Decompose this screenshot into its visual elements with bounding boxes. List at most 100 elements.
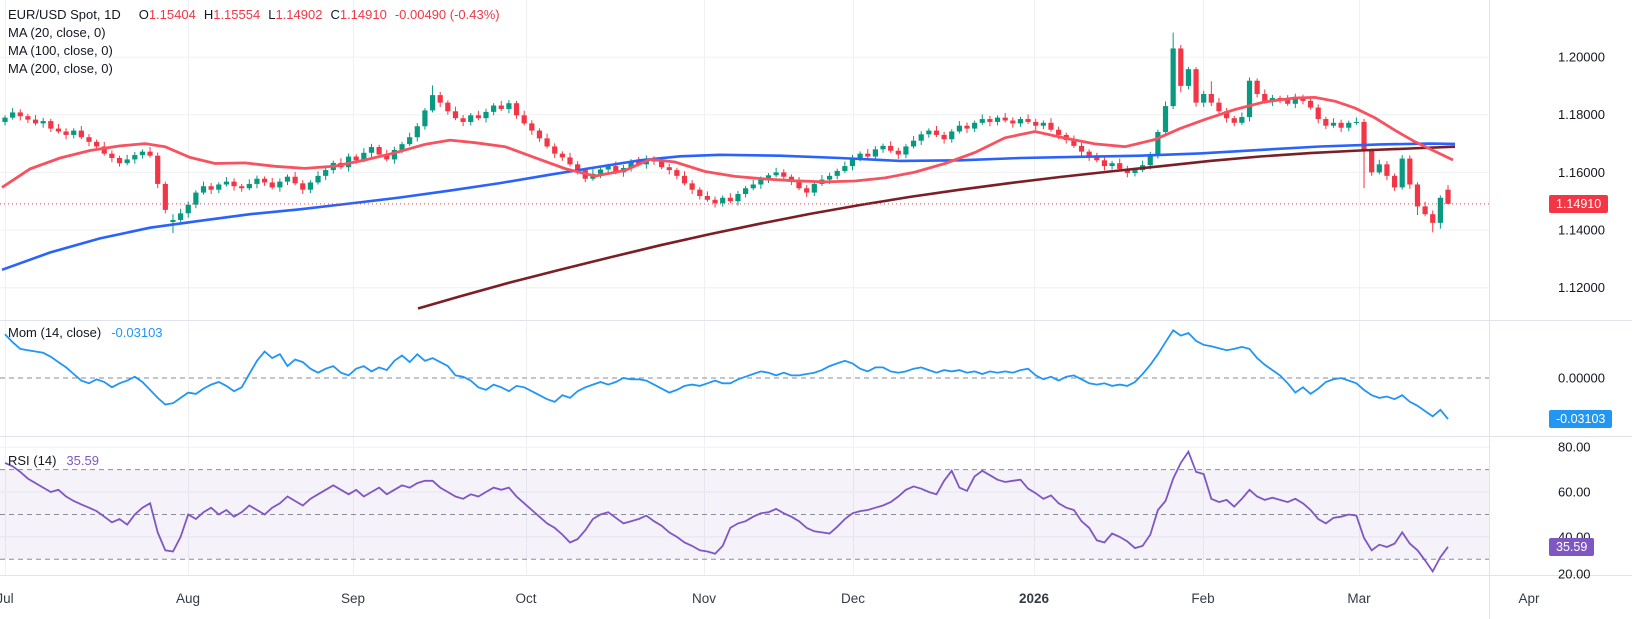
candle-body: [781, 172, 787, 177]
time-axis-label: Mar: [1347, 591, 1371, 606]
candle-body: [94, 141, 100, 147]
rsi-line: [4, 449, 1449, 574]
candle-body: [735, 194, 741, 202]
candle-body: [804, 188, 810, 193]
candle-body: [1407, 158, 1413, 185]
time-scale-area[interactable]: [0, 575, 1632, 619]
change-value: -0.00490 (-0.43%): [394, 7, 500, 22]
momentum-title[interactable]: Mom (14, close): [8, 325, 102, 340]
candle-body: [185, 204, 191, 214]
candle-body: [307, 182, 313, 190]
candle-body: [254, 178, 260, 184]
candle-body: [1445, 189, 1451, 204]
candle-body: [1170, 48, 1176, 107]
candle-body: [575, 164, 581, 171]
candle-body: [1391, 175, 1398, 188]
ma100-legend[interactable]: MA (100, close, 0): [8, 43, 113, 58]
candle-body: [277, 181, 283, 188]
candle-body: [529, 123, 535, 131]
candle-body: [1399, 158, 1405, 188]
price-scale-area[interactable]: [1489, 0, 1632, 575]
time-axis-labels: Jul Aug Sep Oct Nov Dec 2026 Feb Mar Apr: [0, 591, 1540, 606]
candle-body: [888, 145, 894, 151]
candle-body: [345, 156, 352, 168]
candle-body: [903, 146, 909, 155]
candle-body: [1048, 122, 1054, 130]
candle-body: [994, 117, 1001, 122]
candle-body: [1307, 100, 1314, 108]
candle-body: [1086, 151, 1092, 158]
candle-body: [170, 219, 176, 222]
low-value: 1.14902: [275, 7, 323, 22]
candle-body: [521, 115, 527, 124]
candle-body: [605, 166, 611, 170]
candle-body: [71, 130, 77, 135]
candle-body: [25, 116, 31, 120]
candle-body: [300, 183, 306, 190]
rsi-legend: RSI (14) 35.59: [8, 452, 99, 470]
candle-body: [865, 153, 871, 157]
candle-body: [422, 110, 428, 127]
rsi-value: 35.59: [66, 453, 99, 468]
candle-body: [1078, 145, 1085, 152]
candle-body: [910, 140, 917, 147]
candle-body: [1246, 80, 1253, 118]
ma200-legend[interactable]: MA (200, close, 0): [8, 61, 113, 76]
candle-body: [109, 153, 115, 158]
candle-body: [1025, 119, 1031, 122]
close-label: C: [330, 7, 340, 22]
candle-body: [895, 150, 901, 155]
candle-body: [162, 183, 168, 210]
candle-body: [284, 176, 291, 182]
candle-body: [223, 181, 230, 185]
high-value: 1.15554: [213, 7, 261, 22]
candle-body: [1132, 170, 1138, 173]
candle-body: [1414, 184, 1421, 207]
current-price-badge: 1.14910: [1549, 194, 1609, 213]
rsi-band: [0, 469, 1489, 560]
mom-axis-tick: 0.00000: [1558, 371, 1605, 386]
candle-body: [147, 151, 153, 156]
candle-body: [1384, 164, 1390, 176]
candle-body: [437, 95, 443, 103]
candle-body: [674, 170, 680, 176]
candle-body: [1040, 122, 1046, 126]
candle-body: [1376, 164, 1382, 173]
candle-body: [788, 176, 795, 182]
ma200-line: [417, 145, 1456, 310]
candle-body: [964, 125, 970, 129]
candle-body: [1071, 140, 1077, 146]
ma20-legend[interactable]: MA (20, close, 0): [8, 25, 106, 40]
candle-body: [132, 155, 138, 160]
candle-body: [1239, 117, 1245, 123]
candle-body: [987, 119, 993, 122]
candle-body: [17, 112, 23, 117]
candle-body: [292, 176, 298, 184]
candle-body: [842, 166, 848, 171]
rsi-title[interactable]: RSI (14): [8, 453, 57, 468]
candle-body: [1185, 69, 1192, 86]
candle-body: [811, 183, 817, 193]
candle-body: [972, 122, 978, 129]
candle-body: [949, 131, 955, 140]
candle-body: [689, 183, 695, 190]
candle-body: [857, 153, 863, 158]
candle-body: [613, 166, 619, 173]
candle-body: [1155, 132, 1161, 156]
candle-body: [1201, 93, 1207, 103]
high-label: H: [203, 7, 214, 22]
symbol-title[interactable]: EUR/USD Spot, 1D: [8, 7, 121, 22]
candle-body: [1323, 119, 1329, 126]
candle-body: [353, 156, 359, 161]
candle-body: [567, 157, 573, 165]
candle-body: [773, 172, 779, 176]
candle-body: [933, 130, 940, 135]
candle-body: [32, 119, 39, 124]
close-value: 1.14910: [339, 7, 387, 22]
candle-body: [1338, 122, 1344, 128]
time-axis-label: Nov: [692, 591, 716, 606]
rsi-axis-tick: 20.00: [1558, 567, 1591, 582]
candle-body: [1117, 163, 1123, 169]
